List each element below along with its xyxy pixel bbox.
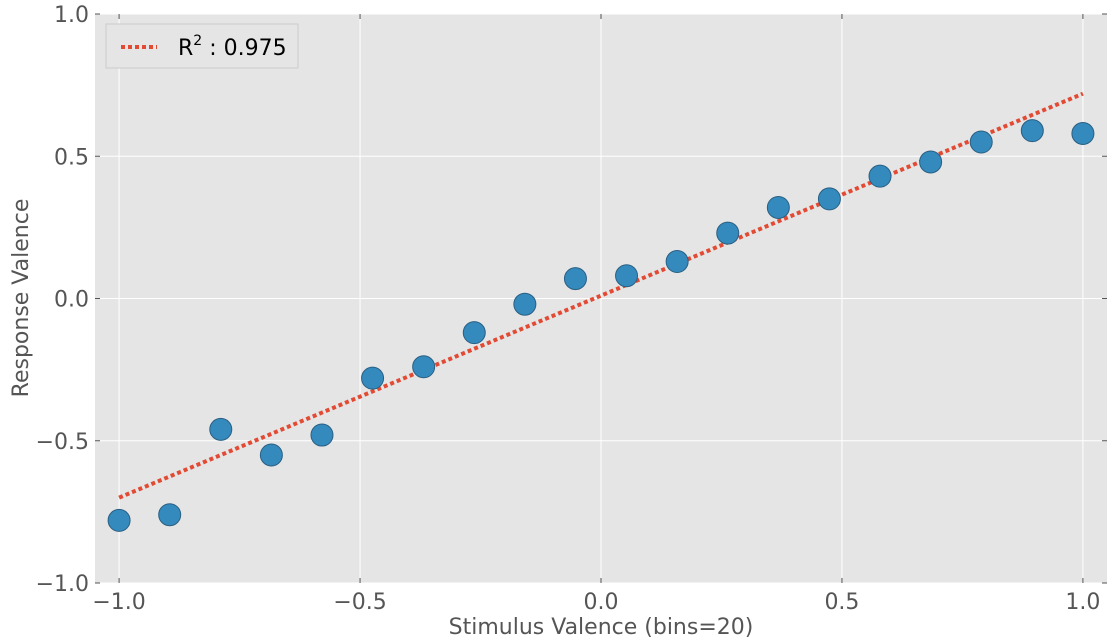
y-tick-label: −0.5 — [36, 430, 89, 455]
data-point — [1020, 119, 1044, 143]
x-tick-label: −1.0 — [92, 590, 145, 615]
x-tick-label: 0.0 — [584, 590, 619, 615]
y-tick-label: 0.5 — [54, 145, 89, 170]
x-tick-label: 0.5 — [824, 590, 859, 615]
data-point — [209, 417, 233, 441]
data-points — [107, 119, 1095, 532]
data-point — [563, 267, 587, 291]
x-axis-label: Stimulus Valence (bins=20) — [449, 615, 754, 640]
data-point — [462, 321, 486, 345]
x-tick-label: −0.5 — [333, 590, 386, 615]
data-point — [716, 221, 740, 245]
data-point — [107, 508, 131, 532]
y-tick-label: 0.0 — [54, 288, 89, 313]
y-tick-label: 1.0 — [54, 3, 89, 28]
data-point — [1071, 121, 1095, 145]
data-point — [513, 292, 537, 316]
data-point — [766, 195, 790, 219]
y-tick-label: −1.0 — [36, 572, 89, 597]
data-point — [868, 164, 892, 188]
data-point — [817, 187, 841, 211]
legend-label: R2 : 0.975 — [178, 33, 287, 61]
legend-label-superscript: 2 — [193, 33, 202, 49]
data-point — [615, 264, 639, 288]
data-point — [665, 250, 689, 274]
data-point — [412, 355, 436, 379]
data-point — [361, 366, 385, 390]
data-point — [969, 130, 993, 154]
data-point — [919, 150, 943, 174]
data-point — [259, 443, 283, 467]
axis-ticks: −1.0 −0.5 0.0 0.5 1.0 −1.0 −0.5 0.0 0.5 1.0 — [36, 3, 1107, 615]
legend: R2 : 0.975 — [105, 23, 299, 69]
data-point — [158, 503, 182, 527]
y-axis-label: Response Valence — [9, 199, 34, 398]
x-tick-label: 1.0 — [1065, 590, 1100, 615]
data-point — [310, 423, 334, 447]
